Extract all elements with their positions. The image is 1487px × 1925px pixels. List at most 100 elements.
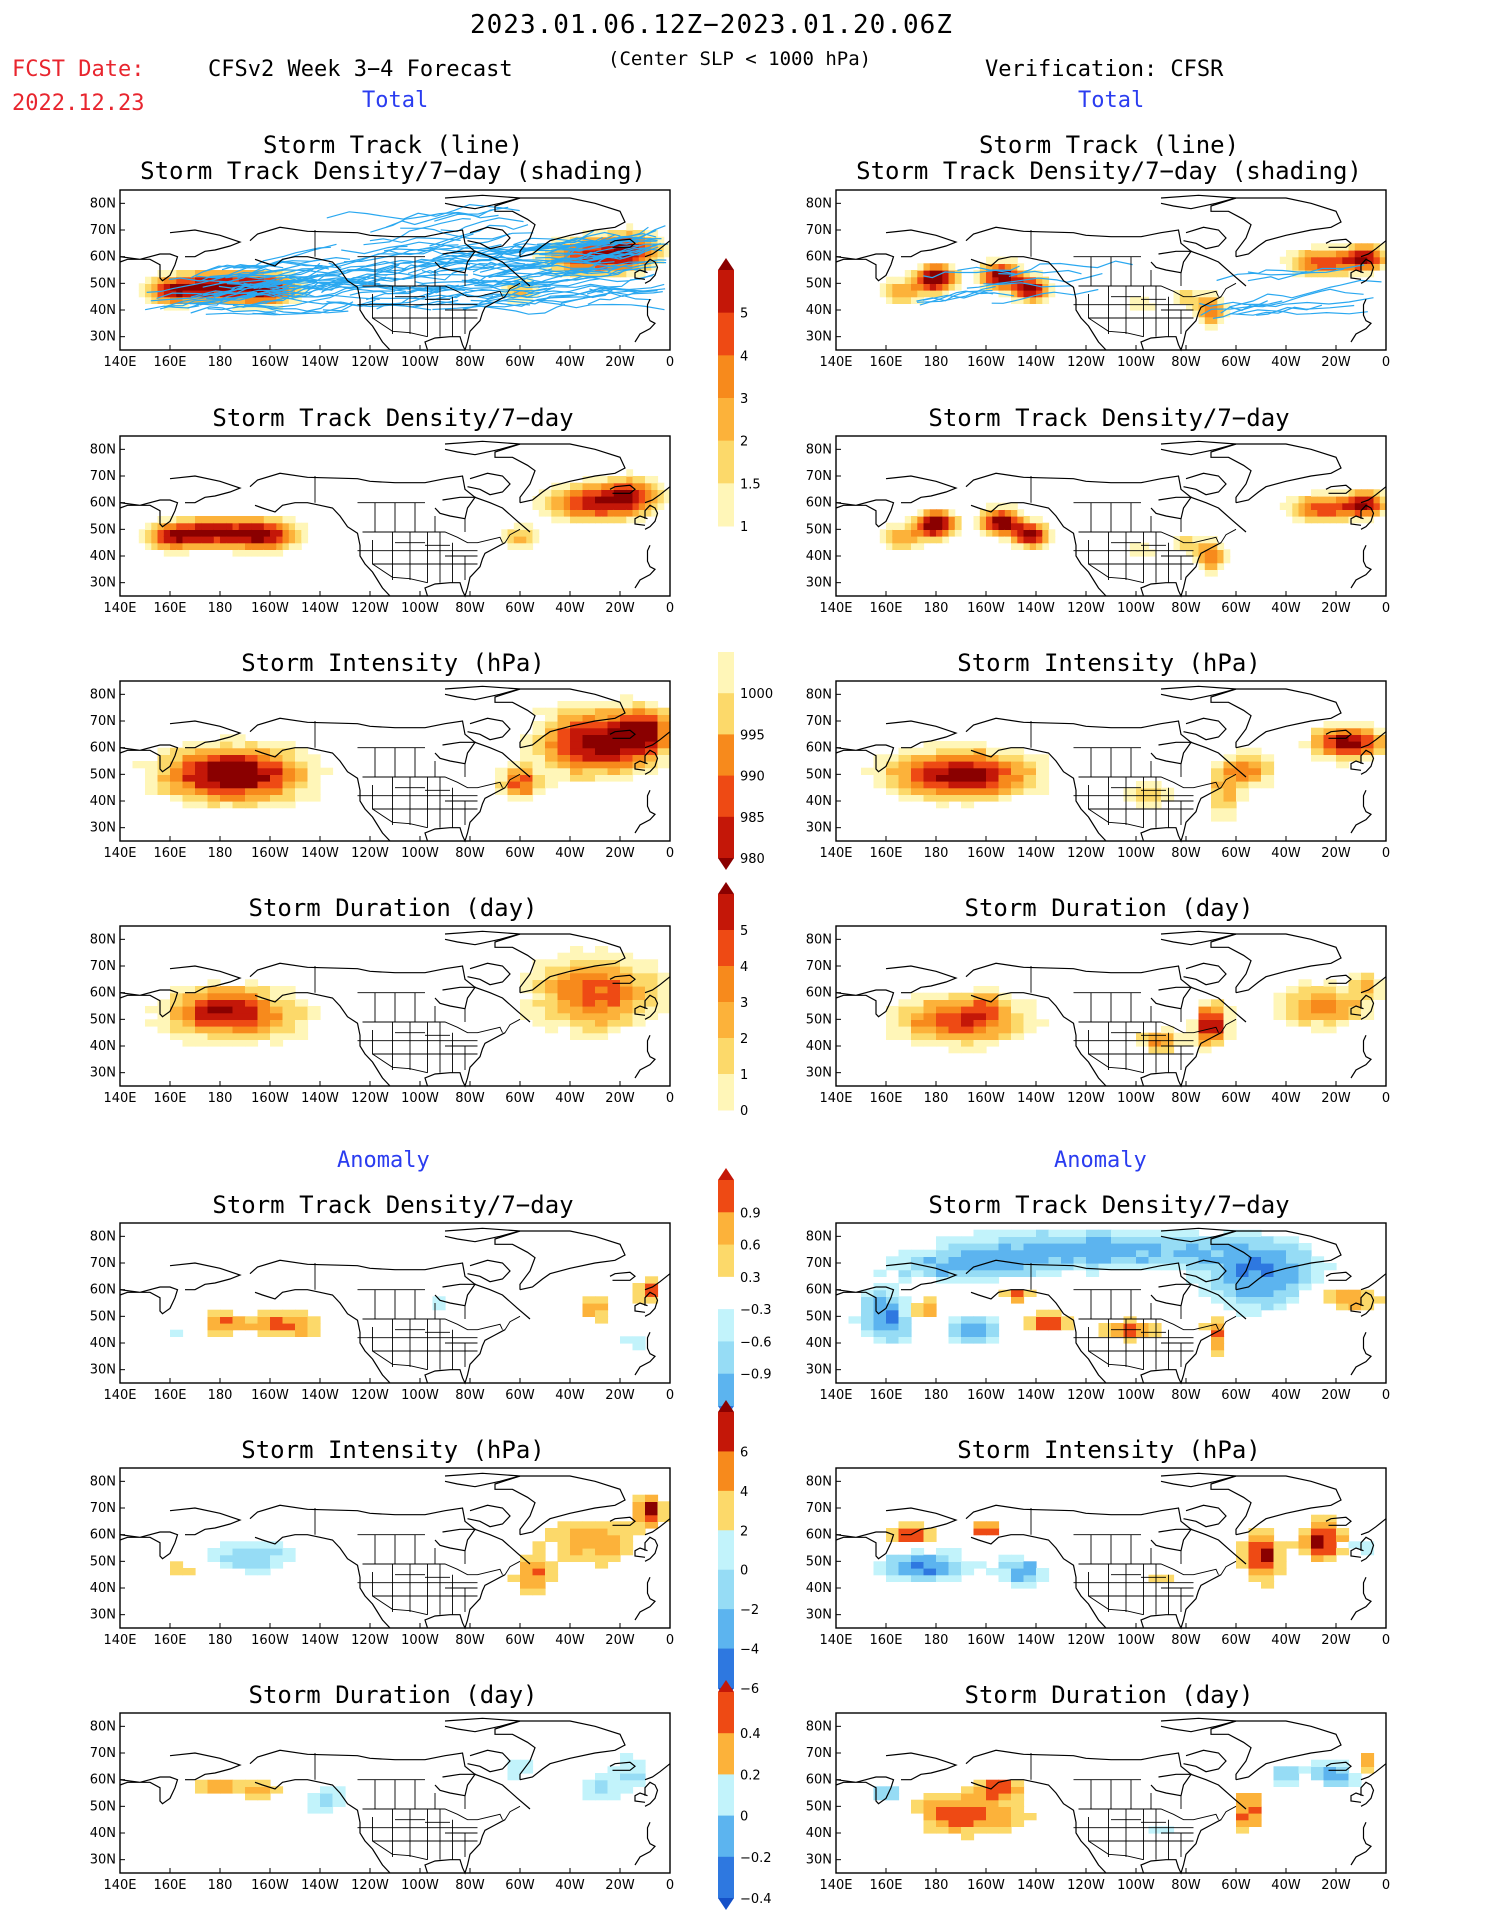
field-cell: [563, 496, 571, 504]
field-cell: [157, 522, 165, 530]
lat-tick-label: 80N: [806, 1474, 832, 1489]
field-cell: [645, 972, 659, 980]
field-cell: [1329, 263, 1337, 271]
field-cell: [1017, 263, 1025, 271]
field-cell: [595, 263, 602, 271]
field-cell: [1179, 536, 1187, 544]
lon-tick-label: 40W: [555, 1388, 585, 1403]
map-frame: [119, 1467, 671, 1629]
border-line: [362, 1021, 503, 1034]
field-cell: [936, 1554, 950, 1562]
field-cell: [923, 1554, 937, 1562]
field-cell: [1373, 489, 1381, 497]
field-cell: [270, 801, 284, 809]
lat-tick-label: 40N: [806, 303, 832, 318]
coastline: [444, 685, 521, 701]
field-cell: [1361, 250, 1368, 258]
field-cell: [911, 542, 918, 550]
field-cell: [998, 1779, 1012, 1787]
field-cell: [582, 1534, 596, 1542]
field-cell: [1317, 496, 1325, 504]
field-cell: [657, 1508, 671, 1516]
field-cell: [195, 1786, 209, 1794]
field-cell: [532, 1588, 546, 1596]
field-cell: [520, 542, 527, 550]
field-cell: [1223, 1243, 1237, 1251]
field-cell: [232, 1541, 246, 1549]
field-cell: [1073, 1256, 1087, 1264]
storm-track-line: [156, 283, 295, 299]
field-cell: [1336, 263, 1343, 271]
field-cell: [1336, 761, 1350, 769]
coastline: [965, 226, 1247, 287]
field-cell: [1248, 1554, 1262, 1562]
field-cell: [1011, 1779, 1025, 1787]
field-cell: [923, 1561, 937, 1569]
field-cell: [282, 1316, 296, 1324]
political-borders: [1030, 966, 1237, 1074]
field-cell: [157, 1012, 171, 1020]
colorbar-segment: [718, 816, 734, 859]
field-cell: [588, 476, 596, 484]
field-cell: [936, 509, 943, 517]
field-cell: [911, 747, 925, 755]
field-cell: [1367, 509, 1375, 517]
coastline: [1210, 197, 1342, 258]
storm-track-line: [476, 258, 539, 263]
coastline: [249, 962, 531, 1023]
storm-track-line: [983, 282, 1073, 288]
lon-tick-label: 20W: [605, 1633, 635, 1648]
field-cell: [948, 1276, 962, 1284]
field-cell: [645, 959, 659, 967]
field-cell: [520, 754, 534, 762]
field-cell: [1379, 489, 1387, 497]
coastline: [494, 197, 626, 258]
field-cell: [251, 549, 259, 557]
storm-track-line: [433, 233, 616, 260]
coastline: [1360, 976, 1387, 994]
field-cell: [986, 754, 1000, 762]
field-cell: [182, 1032, 196, 1040]
coastline: [1325, 1761, 1352, 1771]
border-line: [1088, 808, 1144, 829]
field-cell: [1098, 1243, 1112, 1251]
field-cell: [979, 283, 987, 291]
lat-tick-label: 30N: [90, 1608, 116, 1623]
field-cell: [923, 283, 931, 291]
field-cell: [1361, 979, 1375, 987]
political-borders: [314, 1508, 521, 1616]
field-cell: [1361, 1012, 1375, 1020]
field-cell: [961, 992, 975, 1000]
lon-tick-label: 60W: [1221, 355, 1251, 370]
field-cell: [1186, 1263, 1200, 1271]
field-cell: [607, 1012, 621, 1020]
lon-tick-label: 160E: [869, 601, 902, 616]
field-cell: [157, 781, 171, 789]
field-cell: [645, 476, 652, 484]
field-cell: [282, 767, 296, 775]
field-cell: [1098, 1236, 1112, 1244]
coastline: [1360, 258, 1375, 284]
field-cell: [520, 1581, 534, 1589]
field-cell: [288, 296, 296, 304]
coastline: [1210, 1475, 1342, 1536]
field-cell: [1223, 1032, 1237, 1040]
field-cell: [961, 754, 975, 762]
field-cell: [170, 1006, 184, 1014]
field-cell: [923, 767, 937, 775]
field-cell: [551, 516, 559, 524]
field-cell: [1298, 263, 1306, 271]
field-cell: [513, 542, 521, 550]
coastline: [169, 965, 242, 994]
field-cell: [904, 529, 912, 537]
field-cell: [207, 1548, 221, 1556]
field-cell: [1323, 1514, 1337, 1522]
field-cell: [898, 774, 912, 782]
field-cell: [1148, 801, 1162, 809]
field-cell: [145, 774, 159, 782]
field-cell: [1373, 747, 1387, 755]
field-cell: [948, 1813, 962, 1821]
field-cell: [182, 283, 190, 291]
field-cell: [1198, 296, 1206, 304]
field-cell: [220, 999, 234, 1007]
